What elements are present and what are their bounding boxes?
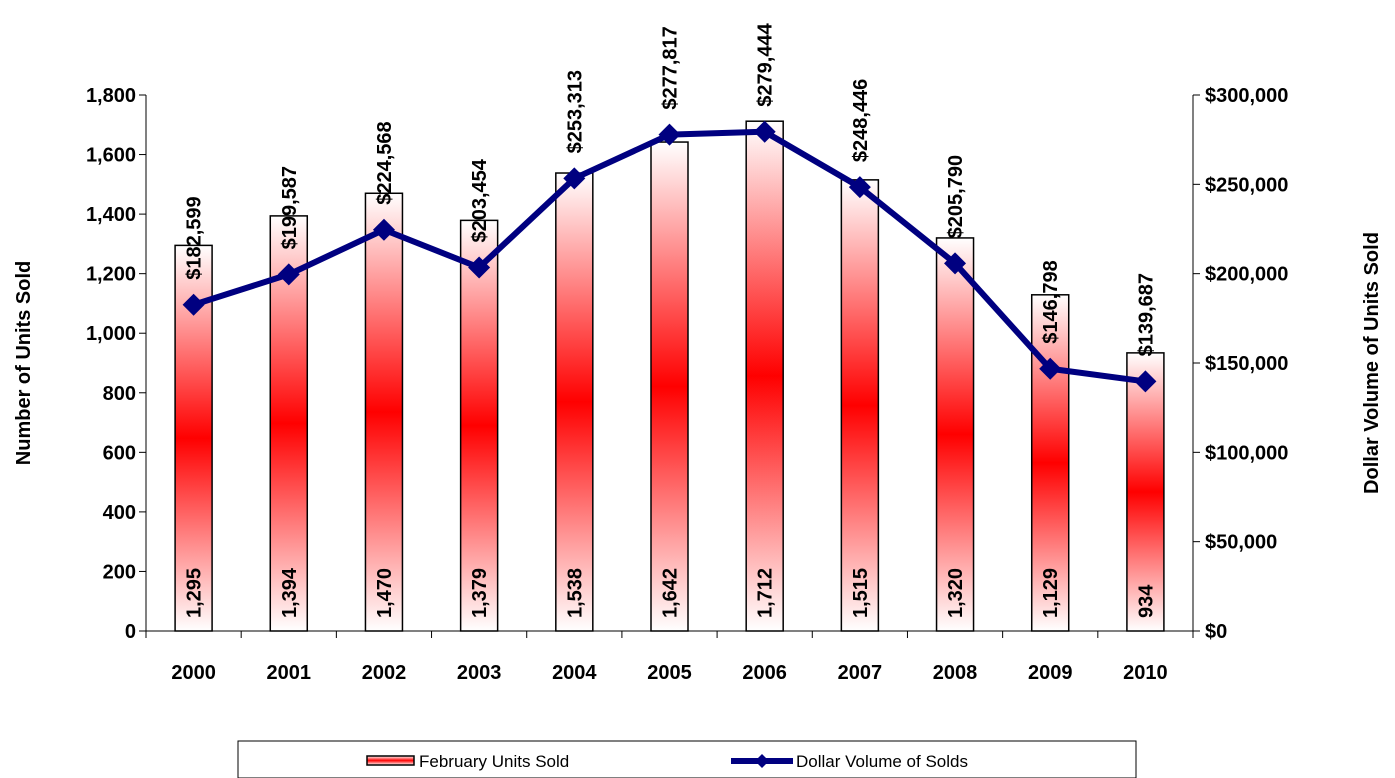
line-value-label: $277,817 (660, 26, 682, 109)
y-tick-label: 0 (125, 621, 136, 643)
bar (840, 179, 880, 632)
line-value-label: $248,446 (850, 79, 872, 162)
legend: February Units Sold Dollar Volume of Sol… (237, 740, 1137, 778)
legend-line-marker (755, 754, 769, 768)
line-value-label: $224,568 (374, 121, 396, 204)
bar-value-label: 1,642 (660, 568, 682, 618)
bar-value-label: 1,394 (279, 567, 301, 618)
legend-label-units: February Units Sold (419, 752, 569, 771)
line-marker (1039, 357, 1062, 380)
bar-value-label: 1,712 (755, 568, 777, 618)
y2-tick-label: $0 (1205, 621, 1227, 643)
line-layer (182, 120, 1157, 393)
x-tick-label: 2001 (267, 662, 312, 684)
bar-value-label: 1,515 (850, 568, 872, 618)
y2-tick-label: $200,000 (1205, 264, 1288, 286)
y2-axis-title: Dollar Volume of Units Sold (1361, 232, 1383, 494)
line-marker (1134, 370, 1157, 393)
line-marker (468, 256, 491, 279)
line-marker (848, 176, 871, 199)
bar-value-label: 1,379 (469, 568, 491, 618)
y-tick-label: 600 (103, 442, 136, 464)
y-tick-label: 1,400 (86, 204, 136, 226)
line-marker (753, 120, 776, 143)
x-tick-label: 2004 (552, 662, 597, 684)
y2-tick-label: $300,000 (1205, 85, 1288, 107)
y-tick-label: 1,200 (86, 264, 136, 286)
line-marker (372, 218, 395, 241)
legend-bar-swatch (366, 755, 415, 766)
bar (650, 141, 689, 632)
x-tick-label: 2007 (838, 662, 883, 684)
y2-tick-label: $100,000 (1205, 442, 1288, 464)
line-labels: $182,599 $199,587 $224,568 $203,454 $253,313… (184, 22, 1158, 356)
y-tick-label: 200 (103, 561, 136, 583)
bars (174, 120, 1165, 632)
y2-tick-label: $250,000 (1205, 174, 1288, 196)
y-tick-label: 1,000 (86, 323, 136, 345)
axes: 0 200 400 600 800 1,000 1,200 1,400 1,600 1,800 $0… (86, 85, 1288, 684)
bar (555, 172, 594, 632)
y-tick-label: 1,600 (86, 145, 136, 167)
bar-value-label: 1,538 (564, 568, 586, 618)
x-tick-label: 2010 (1123, 662, 1168, 684)
bar-value-label: 1,470 (374, 568, 396, 618)
legend-label-dollar: Dollar Volume of Solds (796, 752, 968, 771)
line-value-label: $279,444 (755, 22, 777, 106)
bar-labels: 1,295 1,394 1,470 1,379 1,538 1,642 1,712 1,515… (184, 567, 1158, 618)
line-marker (658, 123, 681, 146)
bar (364, 192, 404, 632)
x-tick-label: 2002 (362, 662, 407, 684)
bar-value-label: 1,320 (945, 568, 967, 618)
line-value-label: $253,313 (564, 70, 586, 153)
y2-tick-label: $50,000 (1205, 532, 1277, 554)
bar-value-label: 1,295 (184, 568, 206, 618)
line-marker (182, 293, 205, 316)
line-value-label: $182,599 (184, 196, 206, 279)
line-marker (944, 252, 967, 275)
line-value-label: $199,587 (279, 166, 301, 249)
x-tick-label: 2009 (1028, 662, 1073, 684)
y-axis-title: Number of Units Sold (13, 261, 35, 465)
x-tick-label: 2008 (933, 662, 978, 684)
x-tick-label: 2005 (647, 662, 692, 684)
line-value-label: $139,687 (1135, 273, 1157, 356)
y2-tick-label: $150,000 (1205, 353, 1288, 375)
line-value-label: $203,454 (469, 158, 491, 242)
bar (935, 237, 975, 632)
y-tick-label: 400 (103, 502, 136, 524)
bar-value-label: 934 (1135, 584, 1157, 618)
bar (1126, 352, 1165, 632)
bar (745, 120, 784, 632)
x-tick-label: 2006 (742, 662, 787, 684)
bar-value-label: 1,129 (1040, 568, 1062, 618)
line-marker (277, 263, 300, 286)
y-tick-label: 1,800 (86, 85, 136, 107)
bar (459, 219, 499, 632)
line-value-label: $146,798 (1040, 260, 1062, 343)
line-marker (563, 167, 586, 190)
y-tick-label: 800 (103, 383, 136, 405)
x-tick-label: 2000 (171, 662, 216, 684)
x-tick-label: 2003 (457, 662, 502, 684)
line-value-label: $205,790 (945, 155, 967, 238)
